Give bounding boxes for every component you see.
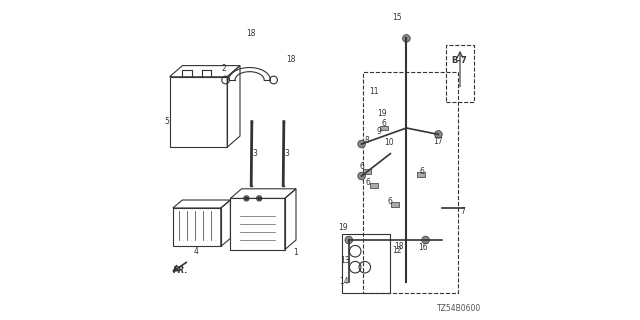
Text: B-7: B-7 [451, 56, 467, 65]
Circle shape [358, 172, 365, 180]
Text: 3: 3 [252, 149, 257, 158]
Text: 6: 6 [381, 119, 387, 128]
Text: 17: 17 [433, 137, 443, 146]
Text: 13: 13 [340, 256, 350, 265]
Text: 16: 16 [418, 243, 428, 252]
Text: 15: 15 [392, 13, 403, 22]
Text: 7: 7 [460, 207, 465, 216]
Bar [447, 45, 474, 102]
Text: 14: 14 [339, 277, 349, 286]
Text: 10: 10 [384, 138, 394, 147]
Text: 6: 6 [420, 167, 425, 176]
Text: 2: 2 [221, 64, 227, 73]
Circle shape [258, 197, 260, 200]
Text: 19: 19 [339, 223, 348, 232]
Text: 5: 5 [164, 117, 169, 126]
Text: 6: 6 [359, 162, 364, 171]
Bar [391, 203, 399, 207]
Text: 3: 3 [284, 149, 289, 158]
Text: 18: 18 [395, 242, 404, 251]
Bar [380, 126, 388, 131]
Text: 4: 4 [193, 247, 198, 256]
Circle shape [358, 140, 365, 148]
Circle shape [435, 131, 442, 138]
Text: 8: 8 [365, 136, 369, 145]
Text: 11: 11 [369, 87, 378, 96]
Bar [342, 234, 390, 293]
Circle shape [245, 197, 248, 200]
Text: TZ54B0600: TZ54B0600 [437, 304, 481, 313]
Text: 12: 12 [393, 246, 402, 255]
Text: 1: 1 [294, 248, 298, 257]
Bar [370, 183, 378, 188]
Text: 9: 9 [376, 127, 381, 136]
Circle shape [345, 236, 353, 244]
Bar [417, 172, 425, 177]
Bar [364, 169, 371, 173]
Text: 18: 18 [286, 55, 295, 64]
Text: FR.: FR. [173, 266, 189, 275]
Text: 6: 6 [388, 197, 393, 206]
Circle shape [422, 236, 429, 244]
Bar [364, 72, 458, 293]
Text: 6: 6 [365, 178, 371, 187]
Text: 19: 19 [377, 109, 387, 118]
Circle shape [403, 35, 410, 42]
Text: 18: 18 [246, 29, 255, 38]
